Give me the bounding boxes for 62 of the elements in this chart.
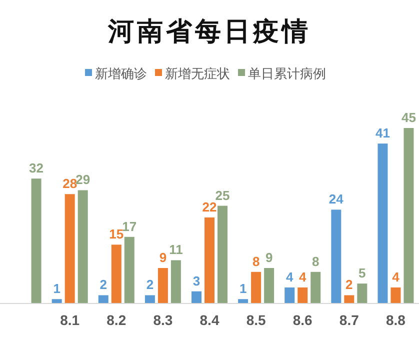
bar — [218, 206, 228, 303]
bar — [310, 272, 321, 303]
bar — [298, 287, 308, 303]
bar — [98, 295, 108, 303]
data-label: 11 — [169, 242, 183, 258]
bar — [111, 244, 122, 303]
x-tick-label: 8.5 — [246, 312, 266, 328]
bar — [264, 268, 274, 303]
bar — [331, 210, 342, 303]
x-tick-label: 8.4 — [200, 312, 220, 328]
data-label: 3 — [192, 273, 200, 288]
data-label: 41 — [375, 126, 390, 141]
x-tick-label: 8.1 — [60, 312, 80, 328]
bar — [238, 299, 248, 303]
data-label: 8 — [252, 254, 260, 269]
data-label: 2 — [346, 277, 353, 292]
data-label: 2 — [100, 277, 108, 292]
bar — [284, 287, 295, 303]
data-label: 32 — [29, 160, 44, 176]
bar — [204, 217, 214, 303]
data-label: 2 — [146, 277, 154, 292]
bar — [64, 194, 75, 303]
data-label: 28 — [62, 176, 78, 192]
data-label: 15 — [109, 226, 124, 242]
bar — [251, 272, 262, 303]
bar — [78, 190, 88, 303]
bar — [144, 295, 155, 303]
data-label: 1 — [239, 281, 247, 296]
bar — [52, 299, 62, 303]
bar — [404, 128, 414, 303]
bar — [158, 268, 168, 303]
x-tick-label: 8.6 — [292, 312, 313, 328]
bar — [124, 236, 134, 303]
data-label: 24 — [328, 192, 344, 207]
data-label: 4 — [392, 269, 400, 284]
x-tick-label: 8.3 — [153, 312, 173, 328]
data-label: 1 — [53, 281, 60, 296]
x-tick-label: 8.8 — [386, 312, 406, 328]
data-label: 5 — [358, 266, 366, 281]
data-label: 4 — [298, 269, 307, 284]
bar — [344, 295, 354, 303]
bar — [378, 144, 388, 303]
data-label: 22 — [202, 199, 217, 214]
data-label: 8 — [312, 254, 320, 269]
bar — [31, 178, 42, 303]
data-label: 4 — [286, 269, 294, 284]
x-tick-label: 8.2 — [106, 312, 126, 328]
x-tick-label: 8.7 — [339, 312, 360, 328]
data-label: 17 — [122, 218, 137, 234]
legend-label: 单日累计病例 — [248, 66, 326, 81]
data-label: 9 — [159, 250, 167, 265]
legend-label: 新增确诊 — [95, 66, 147, 81]
bar — [170, 260, 181, 303]
data-label: 45 — [401, 110, 416, 125]
bar — [390, 287, 401, 303]
chart-title: 河南省每日疫情 — [107, 16, 311, 46]
bar — [357, 284, 368, 303]
bar — [192, 291, 202, 303]
data-label: 25 — [215, 188, 230, 203]
legend-label: 新增无症状 — [165, 66, 230, 81]
data-label: 9 — [265, 250, 273, 265]
data-label: 29 — [76, 172, 90, 188]
